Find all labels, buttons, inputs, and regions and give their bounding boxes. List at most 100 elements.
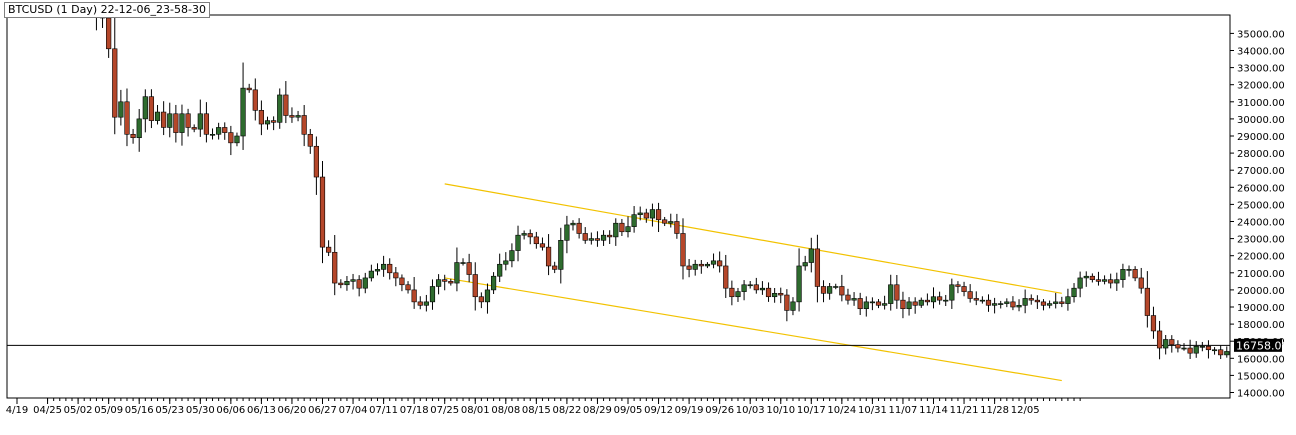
candle <box>1101 275 1108 285</box>
candle-body <box>662 219 668 224</box>
x-tick-label: 07/04 <box>339 405 368 416</box>
candle <box>649 203 656 227</box>
candle-body <box>741 284 747 292</box>
candle-body <box>967 291 973 299</box>
candle-body <box>161 111 167 128</box>
candle-body <box>698 263 704 267</box>
candle-body <box>283 94 289 116</box>
y-tick-label: 34000.00 <box>1237 47 1285 58</box>
candle-body <box>1028 298 1034 301</box>
candle <box>564 215 570 254</box>
candle-body <box>1071 287 1077 298</box>
x-tick-label: 11/28 <box>980 405 1009 416</box>
candle <box>631 206 637 233</box>
candle <box>124 88 130 147</box>
candle <box>717 251 723 273</box>
candle <box>814 234 821 303</box>
candle-body <box>906 301 912 310</box>
candle <box>1022 289 1028 314</box>
candle <box>258 100 265 136</box>
candle-body <box>338 282 344 286</box>
candle-body <box>1065 296 1071 304</box>
candle <box>790 297 796 316</box>
candle-body <box>191 127 197 130</box>
candle-body <box>350 279 356 282</box>
x-tick-label: 10/24 <box>827 405 856 416</box>
candle <box>197 99 203 137</box>
candle-body <box>380 263 387 270</box>
candle-body <box>1292 341 1296 343</box>
candle <box>289 107 295 123</box>
candle <box>625 216 631 238</box>
candle-body <box>264 120 271 125</box>
candle <box>533 231 539 249</box>
candle <box>1065 288 1071 311</box>
candle-body <box>374 269 381 272</box>
candle <box>478 292 484 309</box>
candle <box>600 230 607 246</box>
x-tick-label: 06/06 <box>216 405 245 416</box>
candle <box>735 287 741 302</box>
candle <box>148 89 155 129</box>
candle <box>839 274 845 302</box>
candle <box>307 128 313 154</box>
candle-body <box>759 287 766 291</box>
candle <box>393 266 399 287</box>
candle-body <box>1022 298 1028 306</box>
candlesticks <box>95 15 1296 361</box>
x-tick-label: 05/09 <box>94 405 123 416</box>
candle <box>356 275 362 297</box>
candle-body <box>668 221 674 224</box>
candle-body <box>820 286 827 294</box>
y-tick-label: 30000.00 <box>1237 115 1285 126</box>
candle <box>521 230 527 240</box>
y-tick-label: 23000.00 <box>1237 235 1285 246</box>
candle <box>1181 343 1187 351</box>
candle <box>924 293 930 306</box>
candle <box>112 17 118 135</box>
y-tick-label: 29000.00 <box>1237 132 1285 143</box>
candle-body <box>851 298 857 301</box>
candle-body <box>124 101 130 135</box>
x-tick-label: 08/01 <box>461 405 490 416</box>
candle <box>961 281 967 297</box>
candle-body <box>973 298 979 301</box>
candle-body <box>1231 351 1236 361</box>
candle <box>1138 267 1144 294</box>
y-tick-label: 14000.00 <box>1237 389 1285 400</box>
candle-body <box>918 299 924 306</box>
candle <box>179 104 185 146</box>
candle <box>943 294 949 307</box>
candle-body <box>466 262 472 275</box>
candle <box>851 292 857 306</box>
candle-body <box>173 113 179 133</box>
y-tick-label: 31000.00 <box>1237 98 1285 109</box>
candle <box>973 291 979 306</box>
candle <box>820 280 827 303</box>
candle-body <box>368 270 374 279</box>
candle <box>875 299 882 309</box>
candle <box>863 296 869 317</box>
candle <box>417 296 423 310</box>
candle <box>955 281 961 294</box>
candle-body <box>515 234 521 251</box>
candle <box>882 295 888 310</box>
candle-body <box>429 286 436 303</box>
candle <box>686 258 692 278</box>
candle-body <box>411 289 417 303</box>
candle <box>484 283 491 314</box>
channel-line-upper <box>444 183 1062 294</box>
candle <box>1132 266 1138 282</box>
candle <box>1187 339 1193 359</box>
candle <box>607 230 613 244</box>
candle-body <box>802 262 808 267</box>
candle-body <box>875 301 882 306</box>
y-tick-label: 19000.00 <box>1237 303 1285 314</box>
candle <box>741 280 747 301</box>
candle-body <box>857 298 863 310</box>
candle <box>704 262 711 269</box>
candle <box>668 213 674 228</box>
candle <box>729 280 735 306</box>
candle <box>759 281 766 295</box>
